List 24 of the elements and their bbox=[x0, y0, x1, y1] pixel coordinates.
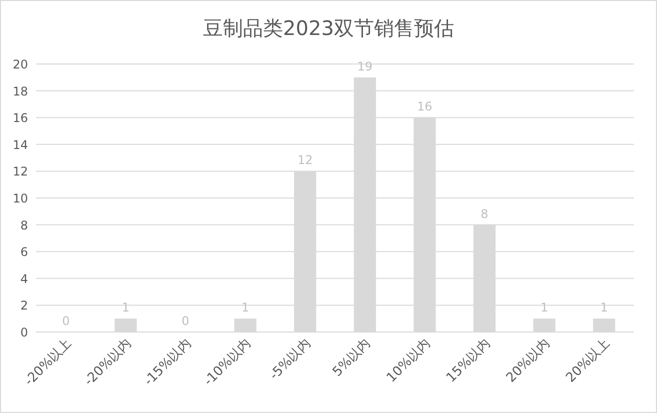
data-label: 1 bbox=[241, 300, 250, 315]
y-tick-label: 4 bbox=[20, 272, 28, 286]
y-tick-label: 14 bbox=[12, 138, 28, 152]
data-label: 1 bbox=[600, 300, 608, 315]
y-tick-label: 0 bbox=[20, 326, 28, 340]
data-label: 0 bbox=[182, 314, 190, 328]
y-tick-label: 10 bbox=[12, 192, 28, 206]
data-label: 0 bbox=[62, 314, 70, 328]
y-tick-label: 18 bbox=[12, 84, 28, 98]
y-tick-label: 16 bbox=[12, 111, 28, 126]
y-tick-label: 8 bbox=[20, 218, 28, 232]
x-tick-label: -5%以内 bbox=[267, 336, 314, 384]
y-tick-label: 6 bbox=[20, 245, 28, 260]
data-label: 16 bbox=[417, 100, 432, 114]
data-label: 1 bbox=[540, 300, 548, 315]
chart-title: 豆制品类2023双节销售预估 bbox=[203, 16, 454, 40]
data-label: 1 bbox=[122, 300, 130, 315]
y-tick-label: 12 bbox=[12, 164, 28, 179]
x-tick-label: 5%以内 bbox=[330, 336, 374, 380]
data-label: 19 bbox=[357, 59, 373, 74]
data-label: 8 bbox=[480, 206, 488, 221]
y-tick-label: 2 bbox=[20, 298, 28, 313]
data-label: 12 bbox=[297, 153, 313, 168]
y-tick-label: 20 bbox=[12, 58, 28, 72]
